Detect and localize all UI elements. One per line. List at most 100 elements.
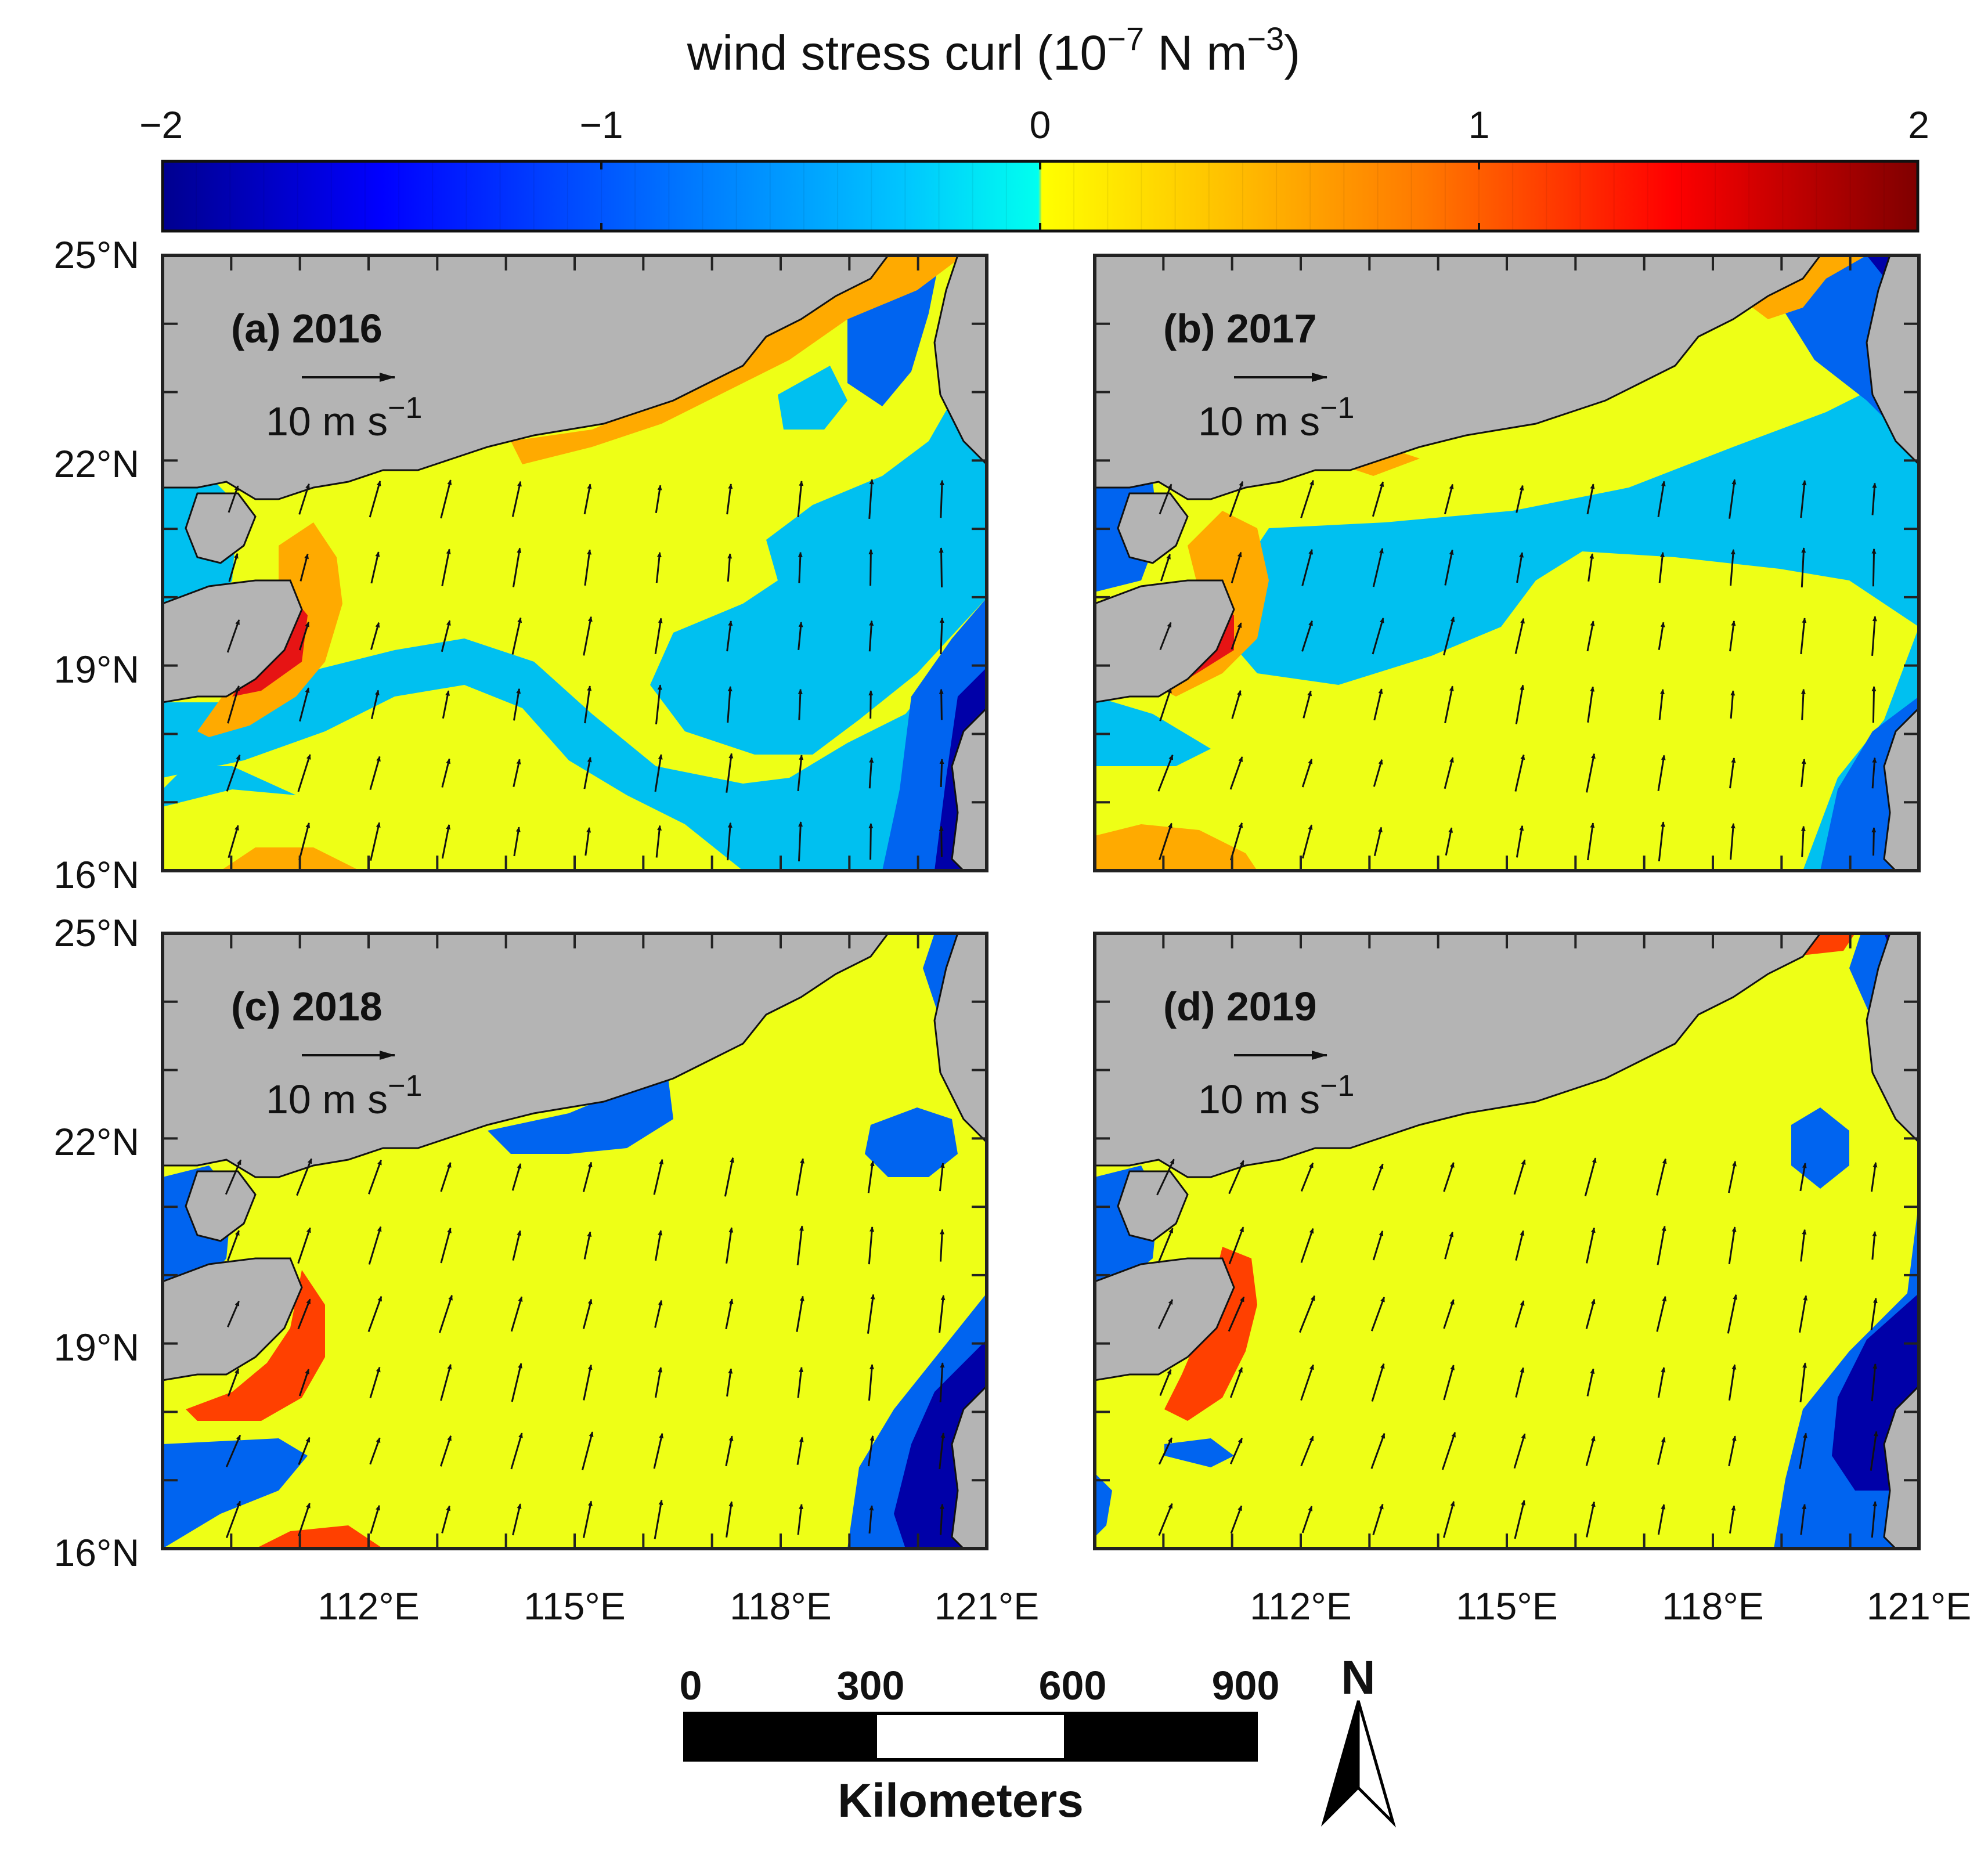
north-arrow-left-half xyxy=(1320,1700,1359,1827)
wind-vector-arrow xyxy=(1370,1433,1386,1469)
wind-vector-arrow xyxy=(867,1160,875,1193)
wind-vector-arrow xyxy=(726,1368,733,1397)
wind-vector-arrow xyxy=(868,1364,874,1401)
wind-vector-arrow xyxy=(1514,1500,1526,1539)
colorbar-title: wind stress curl (10−7 N m−3) xyxy=(687,20,1301,80)
wind-vector-arrow xyxy=(868,620,874,652)
wind-vector-arrow xyxy=(369,480,381,518)
land-mainland xyxy=(1094,932,1822,1178)
wind-vector-arrow xyxy=(1584,1157,1597,1197)
wind-vector-arrow xyxy=(797,755,804,792)
wind-vector-arrow xyxy=(440,1228,452,1264)
wind-vector-arrow xyxy=(1441,1431,1456,1470)
y-tick-label: 25°N xyxy=(54,911,139,954)
scale-tick-label: 600 xyxy=(1039,1663,1107,1708)
wind-vector-arrow xyxy=(226,754,241,792)
negative-curl-region xyxy=(1222,360,1919,685)
land-hainan xyxy=(161,1257,303,1381)
wind-vector-arrow xyxy=(368,1159,382,1195)
wind-vector-arrow xyxy=(798,688,803,720)
wind-vector-arrow xyxy=(797,481,804,518)
colorbar-tick-label: −2 xyxy=(139,103,183,146)
wind-vector-arrow xyxy=(1515,1367,1525,1398)
wind-vector-arrow xyxy=(1444,1231,1454,1260)
wind-vector-arrow xyxy=(1729,620,1736,652)
panel-a: (a) 2016 10 m s−1 xyxy=(161,254,988,872)
wind-vector-arrow xyxy=(1300,1364,1314,1401)
x-axis-labels-left: 112°E 115°E 118°E 121°E xyxy=(317,1585,1039,1628)
wind-vector-arrow xyxy=(725,1298,734,1330)
wind-vector-arrow xyxy=(1443,616,1455,656)
wind-vector-arrow xyxy=(1514,1300,1525,1328)
wind-vector-arrow xyxy=(1444,549,1454,586)
wind-vector-arrow xyxy=(1231,690,1242,719)
map-panels: (a) 2016 10 m s−1 xyxy=(161,254,1921,1550)
wind-vector-arrow xyxy=(797,1366,804,1398)
wind-vector-arrow xyxy=(1228,1160,1244,1195)
wind-vector-arrow xyxy=(1445,827,1453,856)
y-tick-label: 25°N xyxy=(54,233,139,276)
wind-vector-arrow xyxy=(1657,1504,1666,1535)
wind-vector-arrow xyxy=(441,549,451,586)
wind-vector-arrow xyxy=(585,827,591,856)
land-leizhou xyxy=(1117,492,1189,564)
wind-vector-arrow xyxy=(1158,1437,1173,1465)
wind-vector-arrow xyxy=(1372,618,1384,655)
wind-vector-arrow xyxy=(582,1500,593,1538)
wind-vector-arrow xyxy=(583,484,592,515)
wind-vector-arrow xyxy=(1871,1363,1878,1402)
wind-vector-arrow xyxy=(1229,756,1243,790)
wind-vector-arrow xyxy=(298,1502,311,1536)
wind-vector-arrow xyxy=(1657,1225,1666,1265)
negative-curl-region xyxy=(650,325,987,755)
wind-vector-arrow xyxy=(228,825,239,858)
wind-vector-arrow xyxy=(1231,622,1242,650)
negative-curl-region xyxy=(778,366,847,430)
wind-vector-arrow xyxy=(1800,1503,1807,1535)
wind-vector-arrow xyxy=(1160,554,1171,582)
strong-negative-region xyxy=(865,1107,958,1177)
wind-vector-arrow xyxy=(1657,755,1666,791)
scale-segment xyxy=(874,1712,1067,1762)
reference-arrow-label: 10 m s−1 xyxy=(266,1069,422,1122)
wind-vector-arrow xyxy=(1442,1500,1455,1538)
wind-vector-arrow xyxy=(1586,1368,1595,1397)
wind-vector-arrow xyxy=(1801,759,1806,788)
scale-tick-label: 900 xyxy=(1212,1663,1280,1708)
wind-vector-arrow xyxy=(583,1364,593,1401)
wind-vector-arrow xyxy=(225,1159,242,1195)
x-axis-labels-right: 112°E 115°E 118°E 121°E xyxy=(1250,1585,1971,1628)
panel-label: (a) 2016 xyxy=(231,306,383,351)
wind-vector-arrow xyxy=(939,1362,945,1402)
wind-vector-arrow xyxy=(1231,551,1242,583)
wind-vector-arrow xyxy=(225,1434,241,1467)
wind-vector-arrow xyxy=(939,617,944,655)
wind-vector-arrow xyxy=(1871,757,1877,789)
wind-vector-arrow xyxy=(298,622,310,651)
wind-vector-arrow xyxy=(511,617,522,655)
wind-vector-arrow xyxy=(296,1158,312,1196)
wind-vector-arrow xyxy=(584,685,592,724)
wind-vector-arrow xyxy=(1871,548,1877,587)
wind-vector-arrow xyxy=(1800,479,1807,518)
wind-vector-arrow xyxy=(1514,754,1525,792)
wind-vector-arrow xyxy=(513,688,521,721)
wind-vector-arrow xyxy=(726,753,734,793)
wind-vector-arrow xyxy=(939,479,944,518)
wind-vector-arrow xyxy=(798,551,803,583)
panel-ticks xyxy=(1094,932,1920,1550)
north-arrow-right-half xyxy=(1356,1700,1397,1828)
wind-vector-arrow xyxy=(1444,685,1454,723)
wind-vector-arrow xyxy=(1157,754,1174,792)
wind-vector-arrow xyxy=(1871,685,1877,723)
wind-vector-arrow xyxy=(1372,481,1384,517)
wind-vector-arrow xyxy=(1656,1296,1667,1332)
wind-vector-arrow xyxy=(1728,1161,1737,1193)
land-mainland xyxy=(161,932,890,1178)
positive-curl-region xyxy=(1095,824,1257,871)
scale-tick-label: 0 xyxy=(680,1663,702,1708)
wind-vector-arrow xyxy=(1372,547,1384,587)
wind-vector-arrow xyxy=(512,1503,522,1536)
wind-vector-arrow xyxy=(1443,1365,1455,1401)
wind-vector-arrow xyxy=(1585,1435,1596,1466)
